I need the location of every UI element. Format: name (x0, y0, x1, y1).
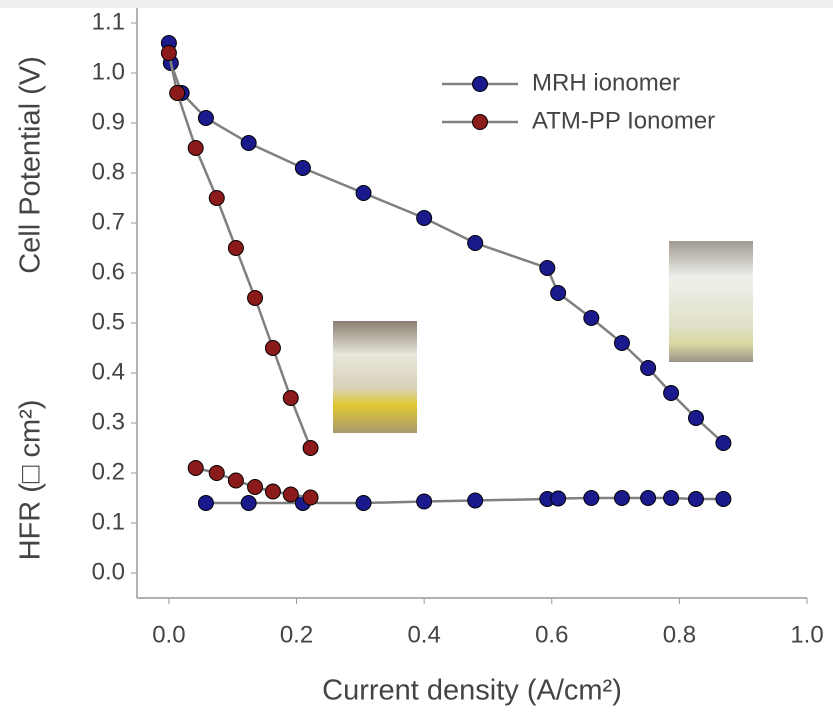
series-line (167, 42, 725, 444)
y-tick-label: 0.5 (92, 308, 125, 335)
data-point (550, 285, 567, 301)
y-tick-label: 0.0 (92, 558, 125, 585)
y-axis-title: HFR (□ cm²) (15, 400, 47, 561)
data-point (208, 190, 225, 206)
y-tick-label: 0.6 (92, 258, 125, 285)
x-tick-label: 0.6 (535, 621, 568, 648)
data-point (294, 160, 311, 176)
data-point (355, 495, 372, 511)
x-tick-label: 0.0 (152, 621, 185, 648)
y-tick-label: 0.1 (92, 508, 125, 535)
data-point (282, 486, 299, 503)
data-point (227, 240, 244, 256)
x-tick-label: 0.8 (663, 621, 696, 648)
data-point (715, 491, 732, 507)
data-point (583, 310, 600, 326)
data-point (264, 340, 281, 356)
data-point (550, 490, 567, 507)
data-point (247, 290, 264, 306)
data-point (227, 472, 244, 489)
y-tick-label: 0.8 (92, 158, 125, 185)
y-tick-label: 0.2 (92, 458, 125, 485)
y-tick-label: 0.7 (92, 208, 125, 235)
data-point (282, 390, 299, 406)
data-point (355, 185, 372, 201)
y-tick-label: 0.3 (92, 408, 125, 435)
data-point (208, 465, 225, 481)
x-axis-title: Current density (A/cm²) (322, 675, 622, 707)
data-point (640, 490, 657, 506)
data-point (467, 492, 484, 509)
data-point (160, 45, 177, 61)
data-point (197, 110, 214, 126)
vial-photo (333, 321, 417, 433)
data-point (302, 440, 319, 456)
data-point (187, 460, 204, 476)
data-point (247, 479, 264, 495)
data-point (416, 493, 433, 510)
x-tick-label: 0.4 (407, 621, 440, 648)
data-point (687, 410, 704, 426)
data-point (715, 435, 732, 451)
data-point (467, 235, 484, 251)
data-point (613, 335, 630, 351)
legend-label: ATM-PP Ionomer (532, 107, 715, 134)
vial-photo (669, 241, 753, 362)
data-point (302, 489, 319, 506)
y-tick-label: 0.4 (92, 358, 125, 385)
legend-marker (472, 114, 488, 130)
data-point (416, 210, 433, 226)
data-point (640, 360, 657, 376)
x-tick-label: 1.0 (790, 621, 823, 648)
y-tick-label: 1.1 (92, 8, 125, 35)
legend-marker (472, 76, 488, 92)
data-point (169, 85, 186, 101)
data-point (613, 490, 630, 506)
y-tick-label: 1.0 (92, 58, 125, 85)
y-tick-label: 0.9 (92, 108, 125, 135)
data-point (264, 483, 281, 500)
y-axis-title: Cell Potential (V) (15, 56, 47, 274)
data-point (663, 385, 680, 401)
data-point (240, 495, 257, 511)
legend-label: MRH ionomer (532, 69, 680, 96)
data-point (187, 140, 204, 156)
top-band (0, 0, 833, 8)
data-point (197, 495, 214, 511)
data-point (687, 491, 704, 507)
data-point (583, 490, 600, 506)
data-point (240, 135, 257, 151)
data-point (663, 490, 680, 506)
data-point (539, 260, 556, 276)
x-tick-label: 0.2 (280, 621, 313, 648)
